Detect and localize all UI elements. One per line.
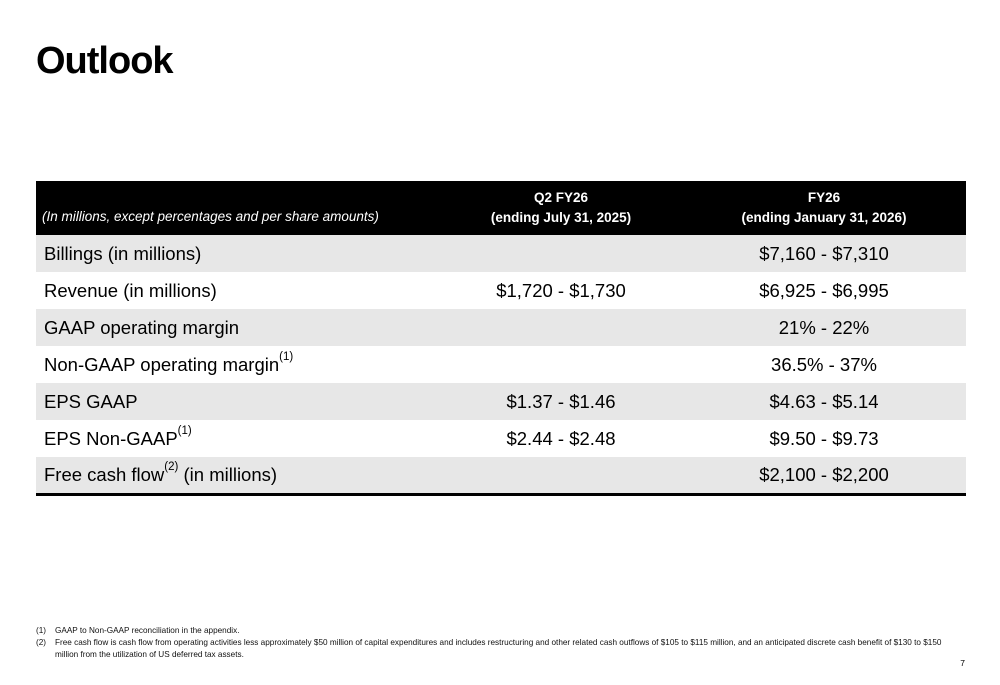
- table-row: Billings (in millions) $7,160 - $7,310: [36, 235, 966, 272]
- fy-value: $9.50 - $9.73: [769, 427, 879, 449]
- units-note: (In millions, except percentages and per…: [42, 209, 379, 224]
- outlook-table: (In millions, except percentages and per…: [36, 181, 966, 496]
- page-title: Outlook: [36, 40, 174, 82]
- fy-value: 36.5% - 37%: [771, 353, 877, 375]
- header-q2-fy26: Q2 FY26 (ending July 31, 2025): [440, 181, 682, 235]
- q2-value: [440, 235, 682, 272]
- footnote: (1) GAAP to Non-GAAP reconciliation in t…: [36, 625, 956, 637]
- table-row: EPS GAAP $1.37 - $1.46 $4.63 - $5.14: [36, 383, 966, 420]
- q2-value: [440, 346, 682, 383]
- table-row: Revenue (in millions) $1,720 - $1,730 $6…: [36, 272, 966, 309]
- fy-value: $6,925 - $6,995: [759, 279, 889, 301]
- fy-value: $2,100 - $2,200: [759, 463, 889, 485]
- q2-value: $1.37 - $1.46: [506, 390, 616, 412]
- page-number: 7: [960, 658, 965, 668]
- fy-value: $7,160 - $7,310: [759, 242, 889, 264]
- footnote-number: (2): [36, 638, 47, 647]
- row-label: EPS Non-GAAP(1): [44, 424, 192, 449]
- q2-value: [440, 309, 682, 346]
- row-label: EPS GAAP: [44, 390, 138, 412]
- q2-value: [440, 457, 682, 494]
- fy-value: 21% - 22%: [778, 316, 870, 338]
- footnote-text: GAAP to Non-GAAP reconciliation in the a…: [55, 626, 240, 635]
- footnote-text: Free cash flow is cash flow from operati…: [55, 638, 942, 659]
- table-row: EPS Non-GAAP(1) $2.44 - $2.48 $9.50 - $9…: [36, 420, 966, 457]
- table-row: GAAP operating margin 21% - 22%: [36, 309, 966, 346]
- row-label: Free cash flow(2) (in millions): [44, 460, 278, 485]
- header-fy-title: FY26: [807, 190, 841, 205]
- header-fy26: FY26 (ending January 31, 2026): [682, 181, 966, 235]
- header-q2-period: (ending July 31, 2025): [490, 210, 632, 225]
- header-q2-title: Q2 FY26: [533, 190, 589, 205]
- row-label: Non-GAAP operating margin(1): [44, 350, 294, 375]
- row-label: Revenue (in millions): [44, 279, 217, 301]
- q2-value: $1,720 - $1,730: [496, 279, 626, 301]
- table-row: Free cash flow(2) (in millions) $2,100 -…: [36, 457, 966, 494]
- footnote: (2) Free cash flow is cash flow from ope…: [36, 637, 956, 661]
- header-fy-period: (ending January 31, 2026): [741, 210, 907, 225]
- fy-value: $4.63 - $5.14: [769, 390, 879, 412]
- table-row: Non-GAAP operating margin(1) 36.5% - 37%: [36, 346, 966, 383]
- footnotes: (1) GAAP to Non-GAAP reconciliation in t…: [36, 625, 956, 661]
- q2-value: $2.44 - $2.48: [506, 427, 616, 449]
- table-header-row: (In millions, except percentages and per…: [36, 181, 966, 235]
- row-label: Billings (in millions): [44, 242, 202, 264]
- row-label: GAAP operating margin: [44, 316, 240, 338]
- footnote-number: (1): [36, 626, 47, 635]
